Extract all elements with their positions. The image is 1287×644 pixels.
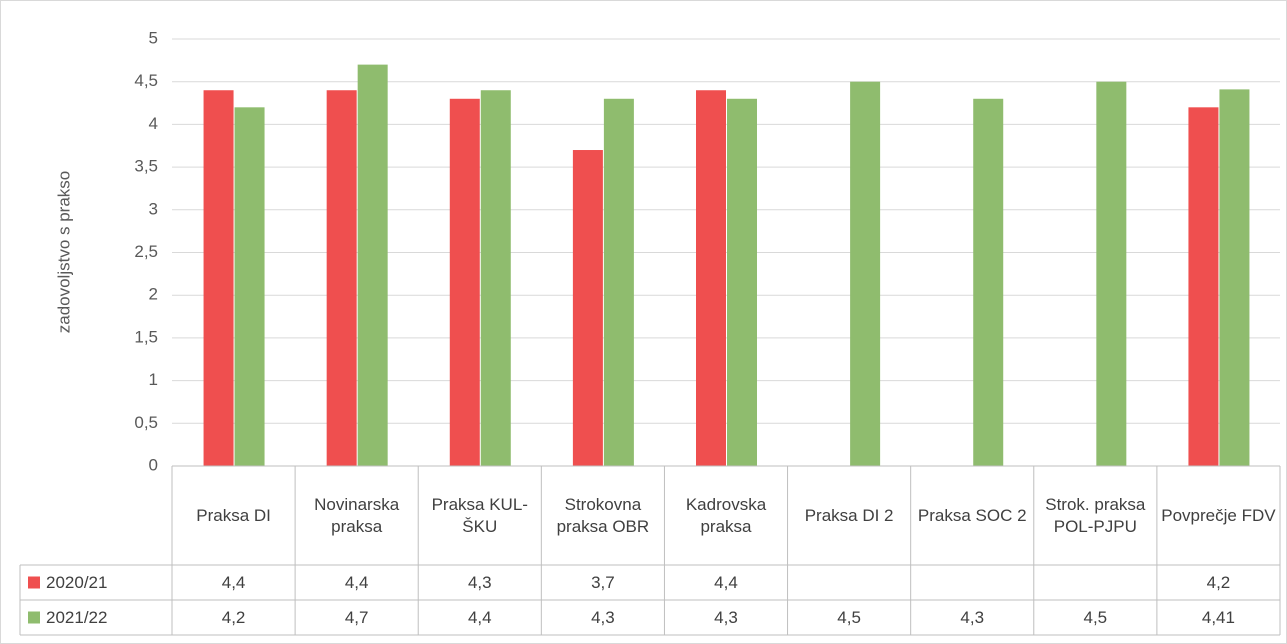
data-table-value: 4,3 (591, 607, 615, 627)
bar (572, 150, 603, 466)
x-tick-label: Strok. praksa POL-PJPU (1045, 494, 1146, 536)
y-tick-label: 4 (149, 114, 158, 133)
data-table-value: 3,7 (591, 572, 615, 592)
bar (973, 98, 1004, 466)
bar (480, 90, 511, 467)
x-tick-label: Strokovna praksa OBR (556, 494, 650, 536)
legend-swatch (28, 576, 40, 589)
x-tick-label: Praksa DI (196, 505, 271, 525)
y-tick-label: 3 (149, 199, 158, 218)
bar (326, 90, 357, 467)
data-table-value: 4,3 (714, 607, 738, 627)
data-table-value: 4,3 (467, 572, 492, 592)
x-tick-label: Kadrovska praksa (685, 494, 767, 536)
bar (1219, 89, 1250, 467)
bar (850, 81, 881, 466)
x-tick-label: Praksa SOC 2 (917, 505, 1027, 525)
y-tick-label: 1,5 (134, 327, 158, 346)
y-tick-label: 0 (149, 455, 158, 474)
legend-label: 2021/22 (46, 607, 108, 627)
y-tick-label: 5 (149, 28, 158, 47)
bar (603, 98, 634, 466)
data-table-value: 4,2 (221, 607, 246, 627)
y-tick-label: 2 (149, 285, 158, 304)
legend-swatch (28, 611, 40, 624)
y-tick-label: 1 (149, 370, 158, 389)
data-table-value: 4,4 (344, 572, 369, 592)
y-axis-label: zadovoljstvo s prakso (54, 171, 73, 334)
bar (234, 107, 265, 466)
data-table-value: 4,41 (1201, 607, 1235, 627)
data-table-value: 4,5 (1083, 607, 1108, 627)
data-table-value: 4,5 (837, 607, 861, 627)
y-tick-label: 0,5 (134, 413, 158, 432)
data-table-value: 4,4 (714, 572, 738, 592)
x-tick-label: Povprečje FDV (1161, 505, 1276, 525)
bar (1096, 81, 1127, 466)
bar (1188, 107, 1219, 466)
data-table-value: 4,3 (960, 607, 985, 627)
x-tick-label: Praksa DI 2 (804, 505, 894, 525)
x-tick-label: Praksa KUL-ŠKU (431, 494, 528, 536)
y-tick-label: 2,5 (134, 242, 158, 261)
bar (357, 64, 388, 467)
x-tick-label: Novinarska praksa (314, 494, 400, 536)
data-table-value: 4,4 (467, 607, 492, 627)
data-table-value: 4,7 (344, 607, 369, 627)
data-table-value: 4,2 (1206, 572, 1231, 592)
y-tick-label: 4,5 (134, 71, 158, 90)
bar (203, 90, 234, 467)
bar (449, 98, 480, 466)
legend-label: 2020/21 (46, 572, 108, 592)
data-table-value: 4,4 (221, 572, 246, 592)
bar (727, 98, 757, 466)
y-tick-label: 3,5 (134, 157, 158, 176)
bar (696, 90, 726, 467)
